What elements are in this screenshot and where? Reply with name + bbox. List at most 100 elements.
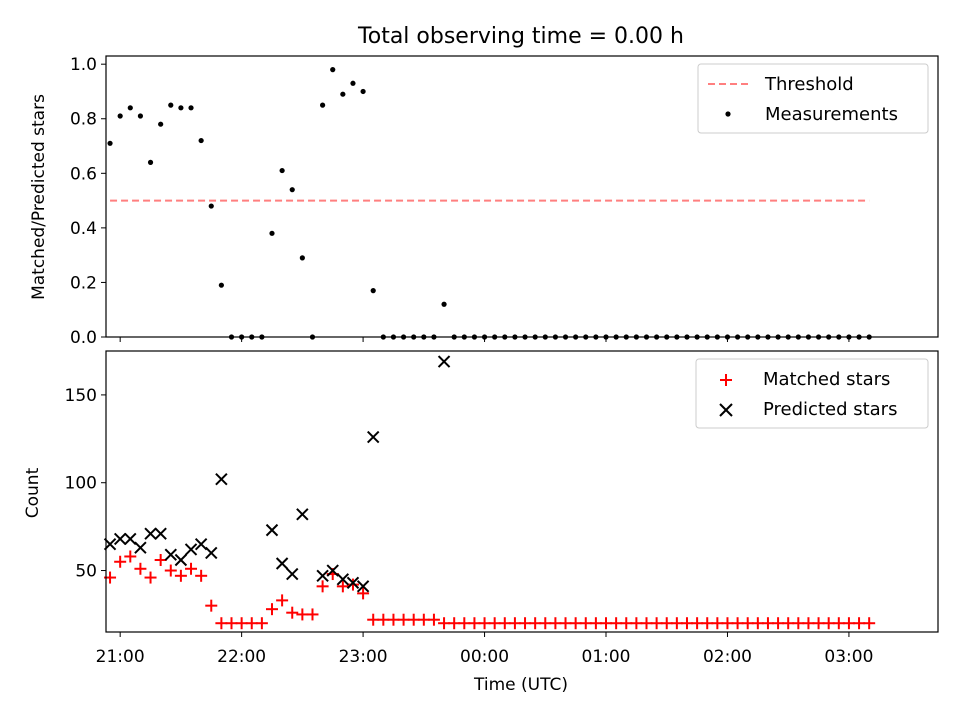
bottom-panel: 50 100 150 21:00 22:00 23:00 00:00 01:00 02:00 0… bbox=[23, 350, 939, 695]
matched-star-point bbox=[508, 617, 521, 630]
matched-star-point bbox=[620, 617, 633, 630]
matched-star-point bbox=[741, 617, 754, 630]
matched-star-point bbox=[215, 617, 228, 630]
measurements-legend-marker bbox=[725, 111, 731, 117]
bottom-x-tick-label: 00:00 bbox=[460, 647, 509, 667]
measurement-point bbox=[340, 91, 346, 97]
matched-star-point bbox=[630, 617, 643, 630]
matched-star-point bbox=[660, 617, 673, 630]
measurement-point bbox=[208, 203, 214, 209]
predicted-star-point bbox=[296, 508, 309, 521]
measurement-point bbox=[107, 140, 113, 146]
matched-star-point bbox=[448, 617, 461, 630]
matched-star-point bbox=[316, 580, 329, 593]
matched-star-point bbox=[205, 599, 218, 612]
matched-star-point bbox=[772, 617, 785, 630]
measurement-point bbox=[117, 113, 123, 119]
matched-star-point bbox=[407, 613, 420, 626]
matched-star-point bbox=[650, 617, 663, 630]
top-plot-frame bbox=[105, 55, 939, 338]
predicted-star-point bbox=[164, 548, 177, 561]
predicted-star-point bbox=[346, 576, 360, 590]
matched-star-point bbox=[529, 617, 542, 630]
predicted-star-point bbox=[124, 532, 137, 546]
matched-star-point bbox=[417, 613, 430, 626]
measurement-point bbox=[350, 80, 356, 86]
bottom-y-tick-label: 50 bbox=[75, 562, 97, 582]
measurement-point bbox=[370, 288, 376, 294]
predicted-star-point bbox=[154, 527, 167, 540]
bottom-x-tick-label: 02:00 bbox=[703, 647, 752, 667]
predicted-star-point bbox=[265, 523, 279, 537]
matched-star-point bbox=[296, 608, 309, 621]
bottom-y-tick-label: 100 bbox=[65, 474, 97, 494]
predicted-legend-marker bbox=[719, 403, 733, 417]
measurement-point bbox=[330, 67, 336, 73]
top-y-tick-label: 0.8 bbox=[70, 110, 97, 130]
matched-star-point bbox=[579, 617, 592, 630]
top-legend: Threshold Measurements bbox=[697, 63, 929, 134]
matched-star-point bbox=[377, 613, 390, 626]
matched-star-point bbox=[600, 617, 613, 630]
matched-star-point bbox=[559, 617, 572, 630]
measurement-point bbox=[441, 301, 447, 307]
predicted-star-point bbox=[113, 532, 127, 546]
matched-star-point bbox=[640, 617, 653, 630]
matched-star-point bbox=[468, 617, 481, 630]
top-y-tick-label: 0.4 bbox=[70, 219, 97, 239]
matched-star-point bbox=[691, 617, 704, 630]
matched-star-point bbox=[539, 617, 552, 630]
matched-star-point bbox=[721, 617, 734, 630]
matched-star-point bbox=[701, 617, 714, 630]
predicted-star-point bbox=[437, 355, 451, 368]
matched-star-point bbox=[154, 553, 167, 566]
bottom-y-axis-label: Count bbox=[23, 467, 43, 518]
predicted-star-point bbox=[134, 541, 147, 554]
matched-star-point bbox=[164, 564, 177, 577]
bottom-x-axis: 21:00 22:00 23:00 00:00 01:00 02:00 03:00 bbox=[96, 632, 873, 667]
matched-star-point bbox=[306, 608, 319, 621]
matched-star-point bbox=[863, 617, 876, 630]
measurement-point bbox=[360, 88, 366, 95]
predicted-star-point bbox=[275, 557, 289, 570]
predicted-legend-label: Predicted stars bbox=[763, 399, 897, 420]
predicted-star-point bbox=[205, 546, 218, 560]
matched-star-point bbox=[174, 569, 187, 582]
matched-star-point bbox=[751, 617, 764, 630]
measurement-point bbox=[320, 102, 326, 108]
predicted-star-point bbox=[316, 569, 329, 583]
matched-star-point bbox=[185, 562, 198, 575]
matched-star-point bbox=[225, 617, 238, 630]
matched-star-point bbox=[427, 613, 440, 626]
matched-star-point bbox=[255, 617, 268, 630]
matched-star-point bbox=[782, 617, 795, 630]
bottom-x-tick-label: 22:00 bbox=[217, 647, 266, 667]
matched-star-point bbox=[134, 562, 147, 575]
measurement-point bbox=[137, 113, 144, 119]
matched-star-point bbox=[792, 617, 805, 630]
top-y-tick-label: 1.0 bbox=[70, 55, 97, 75]
predicted-star-point bbox=[174, 553, 188, 567]
matched-star-point bbox=[478, 617, 491, 630]
measurement-point bbox=[127, 105, 133, 111]
matched-star-point bbox=[731, 617, 744, 630]
predicted-star-point bbox=[326, 564, 339, 577]
matched-star-point bbox=[235, 617, 248, 630]
matched-star-point bbox=[357, 587, 370, 600]
matched-star-point bbox=[711, 617, 724, 630]
predicted-star-point bbox=[356, 580, 370, 593]
matched-star-point bbox=[822, 617, 835, 630]
measurement-point bbox=[178, 105, 184, 111]
matched-star-point bbox=[114, 555, 127, 568]
top-panel: 0.0 0.2 0.4 0.6 0.8 1.0 Matched/Predicted sta… bbox=[29, 55, 939, 348]
top-y-tick-label: 0.2 bbox=[70, 273, 97, 293]
matched-star-point bbox=[802, 617, 815, 630]
matched-star-point bbox=[397, 613, 410, 626]
measurement-point bbox=[147, 159, 154, 165]
bottom-legend-box bbox=[695, 358, 929, 429]
matched-star-point bbox=[245, 617, 258, 630]
measurement-point bbox=[168, 102, 174, 108]
predicted-star-point bbox=[336, 573, 350, 586]
bottom-x-tick-label: 23:00 bbox=[339, 647, 388, 667]
measurements-legend-label: Measurements bbox=[765, 104, 898, 125]
